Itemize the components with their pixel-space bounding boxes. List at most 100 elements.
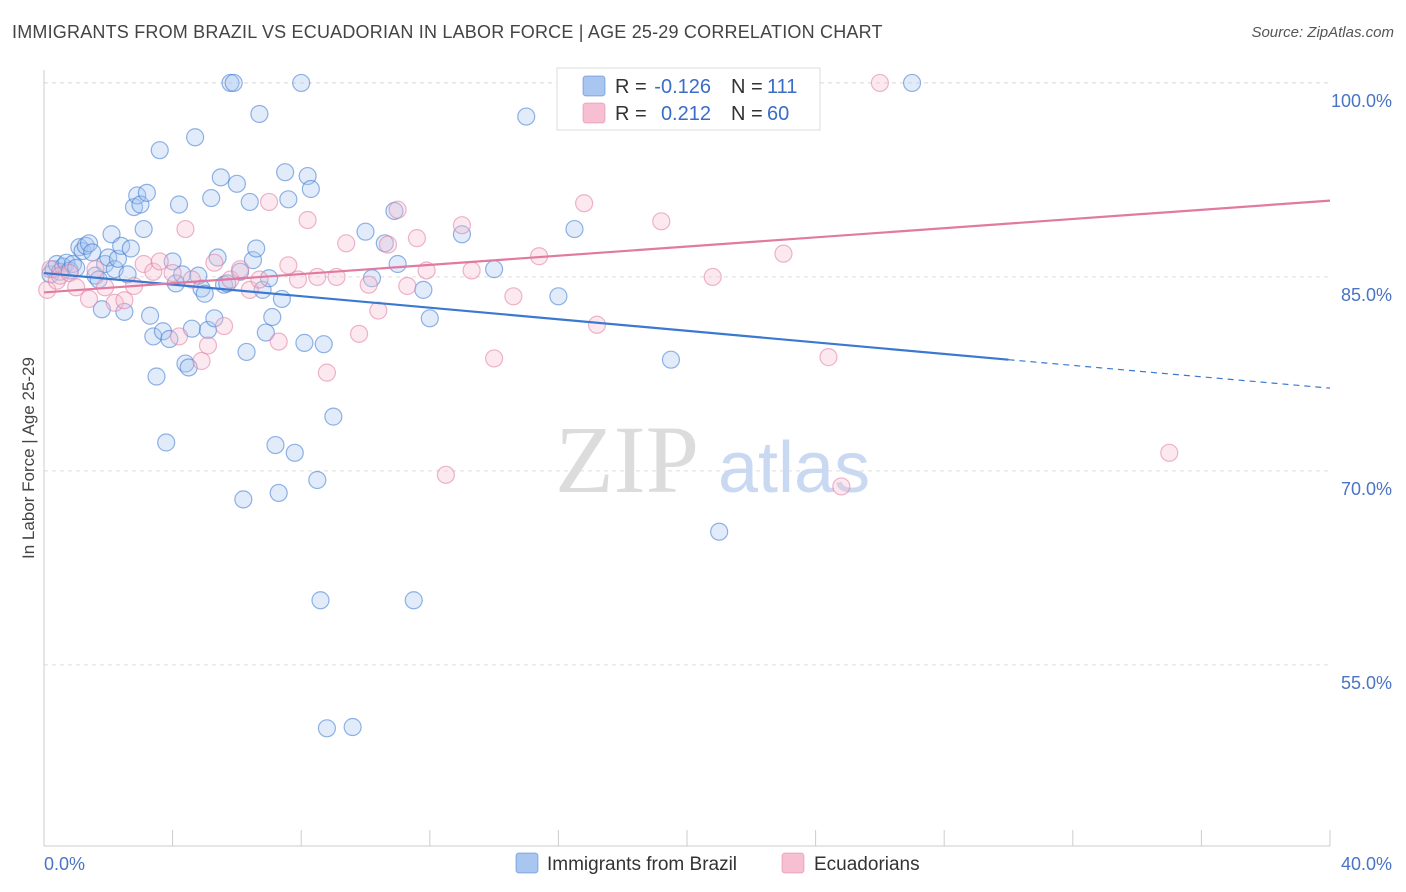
ecuadorian-point-53	[652, 212, 671, 231]
brazil-point-74	[279, 190, 298, 209]
brazil-point-80	[308, 470, 327, 490]
brazil-point-91	[404, 591, 423, 610]
brazil-point-99	[661, 350, 681, 369]
brazil-point-51	[205, 309, 224, 328]
brazil-point-11	[76, 236, 95, 255]
x-tick-label-right: 40.0%	[1341, 854, 1392, 874]
ecuadorian-point-47	[485, 349, 504, 368]
brazil-point-71	[269, 483, 288, 503]
brazil-point-73	[276, 163, 295, 182]
brazil-point-30	[137, 183, 156, 202]
brazil-point-70	[266, 435, 285, 455]
brazil-point-29	[134, 219, 153, 239]
ecuadorian-point-16	[169, 327, 189, 346]
ecuadorian-point-22	[214, 316, 234, 336]
brazil-point-19	[102, 225, 121, 244]
brazil-point-86	[356, 222, 375, 241]
brazil-point-50	[202, 188, 221, 208]
ecuadorian-point-24	[231, 260, 250, 279]
brazil-point-31	[140, 306, 160, 325]
brazil-point-25	[121, 239, 140, 258]
ecuadorian-point-54	[703, 267, 722, 287]
brazil-point-77	[295, 333, 314, 352]
brazil-trend-line	[43, 271, 1009, 361]
ecuadorian-point-26	[250, 270, 269, 289]
legend-swatch-ecuadorian	[582, 102, 606, 124]
brazil-point-83	[317, 719, 337, 738]
ecuadorian-point-19	[192, 351, 211, 371]
series-legend-label-ecuadorian: Ecuadorians	[814, 854, 920, 875]
brazil-point-52	[208, 248, 227, 267]
ecuadorian-point-0	[38, 280, 57, 299]
ecuadorian-point-56	[774, 244, 793, 263]
ecuadorian-point-44	[436, 465, 455, 484]
ecuadorian-point-20	[198, 336, 218, 355]
trend-lines	[43, 199, 1331, 389]
brazil-point-76	[292, 73, 311, 93]
brazil-point-100	[710, 522, 729, 541]
brazil-point-63	[243, 251, 263, 270]
brazil-point-101	[902, 73, 922, 93]
stats-legend: R = -0.126 N = 111 R = 0.212 N = 60	[556, 67, 821, 131]
watermark-atlas: atlas	[718, 428, 870, 508]
y-tick-label-1: 70.0%	[1341, 479, 1392, 499]
brazil-point-36	[157, 433, 176, 452]
brazil-point-85	[343, 717, 362, 737]
y-tick-labels: 55.0% 70.0% 85.0% 100.0%	[1331, 91, 1392, 693]
source-note: Source: ZipAtlas.com	[1251, 24, 1394, 41]
brazil-point-96	[517, 107, 536, 126]
brazil-point-81	[311, 591, 330, 610]
brazil-point-64	[247, 239, 266, 258]
ecuadorian-point-15	[163, 263, 182, 283]
brazil-point-84	[324, 407, 343, 426]
brazil-point-65	[250, 104, 269, 124]
brazil-point-34	[150, 141, 169, 160]
brazil-point-95	[485, 260, 504, 279]
legend-n-value-1: 111	[767, 76, 797, 98]
brazil-point-24	[118, 265, 137, 284]
ecuadorian-point-17	[176, 219, 195, 239]
brazil-point-67	[256, 323, 275, 342]
brazil-point-92	[414, 280, 433, 299]
brazil-point-40	[169, 195, 189, 214]
ecuadorian-point-7	[86, 260, 105, 279]
brazil-point-45	[186, 128, 205, 147]
ecuadorian-point-42	[407, 229, 427, 248]
brazil-point-98	[565, 219, 584, 239]
brazil-point-33	[147, 367, 166, 386]
ecuadorian-point-60	[1160, 443, 1179, 462]
ecuadorian-point-39	[378, 235, 398, 254]
brazil-point-48	[195, 284, 214, 303]
ecuadorian-point-46	[462, 261, 481, 280]
brazil-trend-extension	[1008, 359, 1331, 389]
ecuadorian-point-31	[298, 210, 317, 230]
brazil-point-18	[99, 248, 118, 267]
brazil-point-79	[301, 179, 320, 199]
ecuadorian-point-58	[832, 477, 851, 496]
brazil-point-90	[388, 254, 407, 274]
ecuadorian-point-57	[819, 348, 838, 367]
watermark: ZIP atlas	[555, 406, 870, 513]
legend-r-label-1: R =	[615, 76, 647, 98]
brazil-point-93	[420, 309, 439, 328]
ecuadorian-point-21	[205, 253, 224, 272]
legend-r-label-2: R =	[615, 103, 647, 125]
x-tick-label-left: 0.0%	[44, 854, 85, 874]
ecuadorian-point-32	[308, 267, 327, 287]
ecuadorian-point-50	[575, 194, 594, 213]
grid-lines	[44, 82, 1330, 666]
legend-n-label-2: N =	[731, 103, 763, 125]
legend-swatch-brazil	[582, 75, 606, 97]
ecuadorian-point-51	[587, 315, 607, 334]
brazil-point-57	[224, 73, 243, 93]
legend-n-value-2: 60	[767, 103, 789, 125]
series-ecuadorian-points	[38, 73, 1179, 496]
ecuadorian-point-6	[79, 289, 99, 309]
y-tick-label-3: 100.0%	[1331, 91, 1392, 111]
ecuadorian-point-14	[150, 252, 169, 271]
ecuadorian-point-28	[269, 332, 288, 351]
ecuadorian-point-37	[359, 275, 378, 294]
ecuadorian-point-48	[504, 287, 523, 306]
ecuadorian-point-59	[870, 73, 890, 93]
brazil-point-58	[227, 174, 246, 193]
